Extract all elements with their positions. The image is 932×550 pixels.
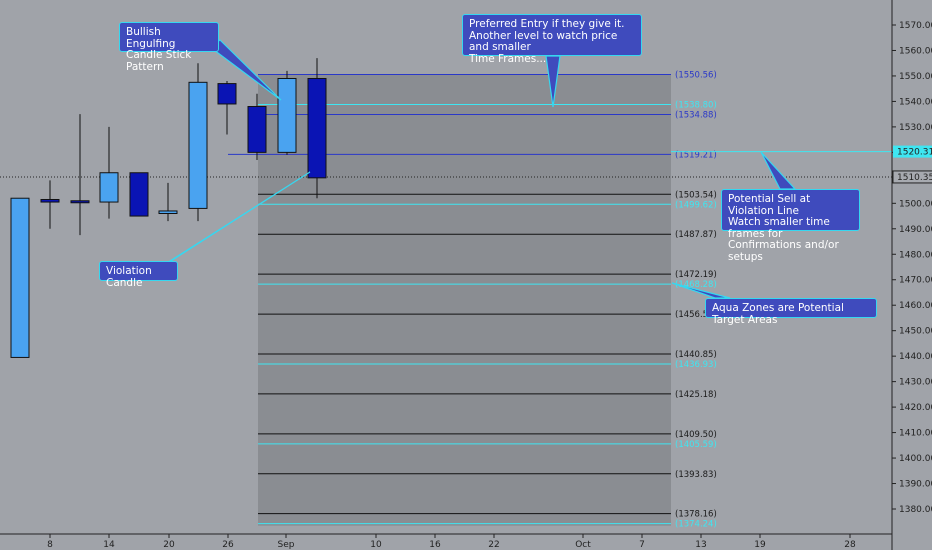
level-label-2: (1534.88): [675, 110, 717, 120]
time-tick-label-5: 10: [370, 540, 382, 550]
current-price-label: 1510.35: [897, 173, 932, 183]
time-tick-label-7: 22: [488, 540, 499, 550]
price-tick-label-7: 1500.00: [899, 199, 932, 209]
candle-body-1: [40, 198, 60, 203]
time-tick-label-3: 26: [222, 540, 234, 550]
level-label-8: (1468.28): [675, 280, 717, 290]
candle-body-8: [247, 106, 267, 153]
price-tick-label-19: 1380.00: [899, 505, 932, 515]
candle-body-7: [217, 83, 237, 105]
level-label-1: (1538.80): [675, 100, 717, 110]
price-tick-label-2: 1550.00: [899, 72, 932, 82]
time-tick-label-6: 16: [429, 540, 441, 550]
level-label-4: (1503.54): [675, 190, 717, 200]
candle-body-10: [307, 77, 327, 179]
time-tick-label-9: 7: [639, 540, 645, 550]
time-tick-label-10: 13: [695, 540, 706, 550]
time-tick-label-0: 8: [47, 540, 53, 550]
level-lines: (1550.56) (1538.80)(1534.88) (1519.21) (150…: [0, 71, 892, 530]
level-label-0: (1550.56): [675, 71, 717, 81]
time-tick-label-12: 28: [844, 540, 856, 550]
time-tick-label-8: Oct: [575, 540, 591, 550]
level-label-3: (1519.21): [675, 150, 717, 160]
price-tick-label-1: 1560.00: [899, 46, 932, 56]
level-label-14: (1405.59): [675, 440, 717, 450]
price-axis[interactable]: 1570.00 1560.00 1550.00 1540.00 1530.00 1520.…: [891, 0, 932, 550]
price-tick-label-15: 1420.00: [899, 403, 932, 413]
price-tick-label-4: 1530.00: [899, 123, 932, 133]
price-tick-label-16: 1410.00: [899, 429, 932, 439]
price-tick-label-14: 1430.00: [899, 378, 932, 388]
candle-body-6: [188, 81, 208, 209]
candle-body-9: [277, 77, 297, 153]
time-axis[interactable]: 8 14 20 26 Sep 10 16 22 Oct 7 13 19 28: [0, 533, 892, 550]
price-tick-label-10: 1470.00: [899, 276, 932, 286]
price-tick-label-11: 1460.00: [899, 301, 932, 311]
price-tick-label-3: 1540.00: [899, 97, 932, 107]
level-label-17: (1374.24): [675, 520, 717, 530]
price-tick-label-13: 1440.00: [899, 352, 932, 362]
level-label-10: (1440.85): [675, 350, 717, 360]
callout-potential-sell[interactable]: Potential Sell at Violation Line Watch s…: [721, 189, 860, 262]
price-axis-background: [892, 0, 932, 550]
time-tick-label-1: 14: [103, 540, 115, 550]
level-label-13: (1409.50): [675, 430, 717, 440]
callout-aqua-zones[interactable]: Aqua Zones are Potential Target Areas: [705, 298, 877, 325]
price-tick-label-17: 1400.00: [899, 454, 932, 464]
price-tick-label-18: 1390.00: [899, 480, 932, 490]
callout-bullish-engulfing[interactable]: Bullish Engulfing Candle Stick Pattern: [119, 22, 219, 72]
level-label-11: (1436.93): [675, 360, 717, 370]
price-tick-label-9: 1480.00: [899, 250, 932, 260]
price-tick-label-12: 1450.00: [899, 327, 932, 337]
callout-violation-candle[interactable]: Violation Candle: [99, 261, 178, 288]
price-tick-label-8: 1490.00: [899, 225, 932, 235]
pointer-entry: [545, 55, 561, 108]
current-price-badge: [892, 170, 932, 184]
level-label-15: (1393.83): [675, 470, 717, 480]
time-tick-label-4: Sep: [278, 540, 295, 550]
time-tick-label-11: 19: [754, 540, 766, 550]
candle-body-0: [10, 197, 30, 358]
time-tick-label-2: 20: [163, 540, 175, 550]
candle-body-2: [70, 200, 90, 204]
candle-body-5: [158, 210, 178, 215]
level-label-5: (1499.62): [675, 200, 717, 210]
fib-zone: [258, 74, 671, 526]
level-label-6: (1487.87): [675, 230, 717, 240]
level-label-9: (1456.52): [675, 310, 717, 320]
level-label-12: (1425.18): [675, 390, 717, 400]
violation-price-badge: [893, 145, 932, 158]
candles: [10, 58, 327, 358]
candle-body-3: [99, 172, 119, 203]
callout-connectors: [159, 39, 797, 299]
candle-body-4: [129, 172, 149, 217]
level-label-7: (1472.19): [675, 270, 717, 280]
price-tick-label-0: 1570.00: [899, 21, 932, 31]
violation-price-label: 1520.31: [897, 148, 932, 158]
callout-preferred-entry[interactable]: Preferred Entry if they give it. Another…: [462, 14, 642, 64]
level-label-16: (1378.16): [675, 510, 717, 520]
